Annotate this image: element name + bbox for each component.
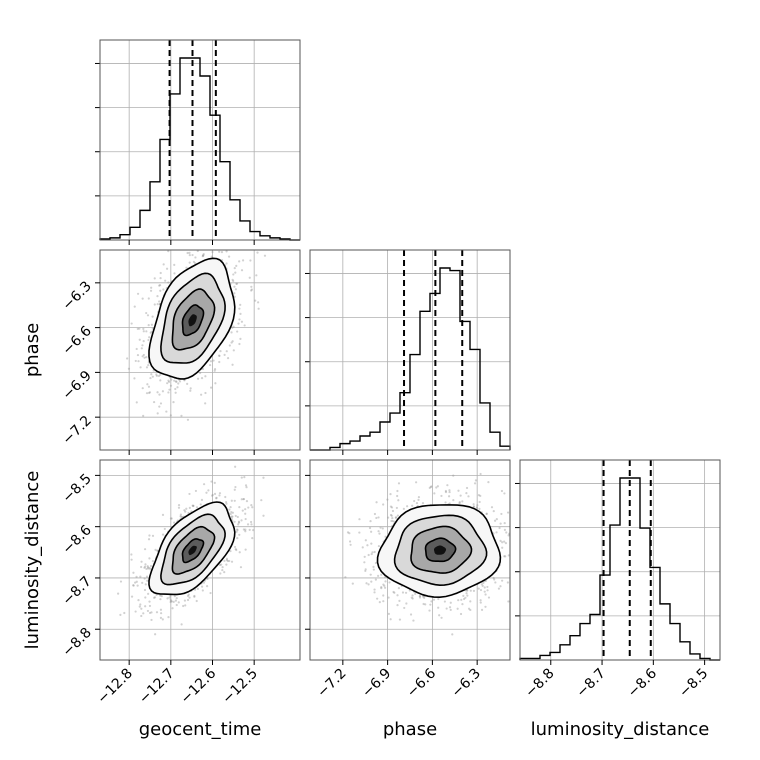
xtick-label-phase: −6.3 [449, 666, 484, 701]
ytick-label-luminosity_distance: −8.6 [59, 522, 94, 557]
xtick-label-phase: −7.2 [314, 666, 349, 701]
contour-line [171, 288, 216, 351]
hist-geocent_time-frame [99, 39, 301, 241]
contour-line [160, 513, 226, 586]
contour-line [181, 538, 205, 564]
xtick-label-geocent_time: −12.5 [219, 666, 261, 708]
gridlines [100, 40, 300, 240]
contour-line [171, 525, 216, 575]
xtick-label-luminosity_distance: −8.6 [625, 665, 660, 700]
xtick-label-phase: −6.6 [404, 665, 439, 700]
contour-line [424, 537, 457, 563]
panel-hist-phase [305, 249, 511, 455]
panel-scatter-geocent_time-luminosity_distance: −12.8 −12.7 −12.6 −12.5 −8.8 −8.7 −8.6 −8.5 [59, 459, 301, 708]
panel-hist-geocent_time [95, 39, 301, 245]
scatter-points [344, 472, 510, 636]
contours [148, 257, 236, 380]
contour-line [148, 257, 236, 380]
contour-line [393, 514, 488, 587]
contour-line [148, 501, 236, 596]
scatter-points [100, 465, 265, 636]
xlabel-geocent_time: geocent_time [139, 719, 262, 740]
xtick-label-geocent_time: −12.8 [94, 666, 136, 708]
xlabel-luminosity_distance: luminosity_distance [531, 719, 710, 740]
ylabel-phase: phase [22, 323, 43, 377]
contour-line [160, 272, 226, 364]
xlabel-phase: phase [383, 719, 437, 740]
contours [376, 504, 502, 599]
ytick-label-luminosity_distance: −8.8 [59, 625, 94, 660]
panel-scatter-geocent_time-phase: −7.2 −6.9 −6.6 −6.3 [59, 249, 301, 455]
hist-luminosity_distance-frame [519, 459, 721, 661]
gridlines [310, 250, 510, 450]
contour-line [376, 504, 502, 599]
xtick-label-phase: −6.9 [359, 666, 394, 701]
density-shading [149, 502, 235, 595]
xtick-label-geocent_time: −12.6 [178, 665, 220, 707]
density-shading [149, 258, 235, 379]
hist-phase-frame [309, 249, 511, 451]
panel-scatter-phase-luminosity_distance: −7.2 −6.9 −6.6 −6.3 [305, 459, 511, 701]
ylabel-luminosity_distance: luminosity_distance [22, 471, 43, 650]
ytick-label-phase: −6.6 [59, 323, 94, 358]
histogram-luminosity_distance [519, 477, 720, 661]
ytick-label-luminosity_distance: −8.5 [59, 471, 94, 506]
scatter-points [126, 250, 267, 421]
xtick-label-luminosity_distance: −8.5 [676, 666, 711, 701]
scatter-phase-luminosity_distance-frame [309, 459, 511, 661]
scatter-geocent_time-phase-frame [99, 249, 301, 451]
scatter-geocent_time-luminosity_distance-frame [99, 459, 301, 661]
contour-line [410, 525, 473, 574]
xtick-label-geocent_time: −12.7 [136, 666, 178, 708]
panel-hist-luminosity_distance: −8.8 −8.7 −8.6 −8.5 [515, 459, 721, 701]
histogram-phase [310, 267, 511, 451]
ytick-label-phase: −6.3 [59, 278, 94, 313]
histogram-geocent_time [99, 57, 300, 241]
contour-line [181, 304, 205, 337]
contours [148, 501, 236, 596]
ytick-label-phase: −7.2 [59, 413, 94, 448]
xtick-label-luminosity_distance: −8.7 [574, 666, 609, 701]
ytick-label-phase: −6.9 [59, 368, 94, 403]
ytick-label-luminosity_distance: −8.7 [59, 573, 94, 608]
xtick-label-luminosity_distance: −8.8 [522, 666, 557, 701]
gridlines [520, 460, 720, 660]
